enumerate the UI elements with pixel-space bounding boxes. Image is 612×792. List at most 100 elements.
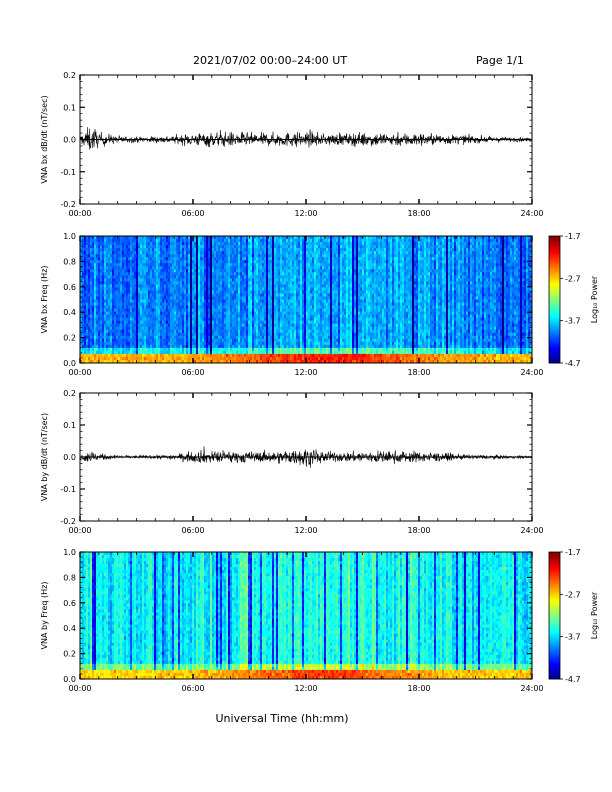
spectrogram-cell (110, 272, 112, 275)
spectrogram-cell (306, 260, 308, 263)
spectrogram-cell (112, 260, 114, 263)
spectrogram-cell (196, 336, 198, 339)
spectrogram-cell (114, 239, 116, 242)
spectrogram-cell (150, 300, 152, 303)
spectrogram-cell (248, 315, 250, 318)
spectrogram-cell (188, 348, 190, 351)
spectrogram-cell (258, 357, 260, 360)
spectrogram-cell (168, 290, 170, 293)
spectrogram-cell (280, 321, 282, 324)
spectrogram-cell (82, 239, 84, 242)
spectrogram-cell (140, 275, 142, 278)
spectrogram-cell (186, 351, 188, 354)
spectrogram-cell (148, 248, 150, 251)
spectrogram-cell (124, 257, 126, 260)
spectrogram-cell (206, 312, 208, 315)
spectrogram-cell (234, 293, 236, 296)
spectrogram-cell (276, 357, 278, 360)
spectrogram-cell (308, 269, 310, 272)
spectrogram-cell (138, 330, 140, 333)
spectrogram-cell (170, 254, 172, 257)
spectrogram-cell (254, 263, 256, 266)
spectrogram-cell (160, 263, 162, 266)
spectrogram-cell (124, 309, 126, 312)
spectrogram-cell (128, 245, 130, 248)
spectrogram-cell (278, 321, 280, 324)
spectrogram-cell (190, 275, 192, 278)
spectrogram-cell (120, 287, 122, 290)
spectrogram-cell (168, 300, 170, 303)
spectrogram-cell (310, 348, 312, 351)
spectrogram-cell (132, 269, 134, 272)
spectrogram-cell (106, 242, 108, 245)
spectrogram-cell (94, 339, 96, 342)
spectrogram-cell (298, 254, 300, 257)
spectrogram-cell (116, 357, 118, 360)
spectrogram-cell (198, 287, 200, 290)
spectrogram-cell (190, 293, 192, 296)
spectrogram-cell (104, 254, 106, 257)
spectrogram-cell (138, 306, 140, 309)
spectrogram-cell (190, 257, 192, 260)
spectrogram-cell (294, 342, 296, 345)
spectrogram-cell (294, 303, 296, 306)
spectrogram-cell (308, 272, 310, 275)
spectrogram-cell (178, 272, 180, 275)
spectrogram-cell (144, 254, 146, 257)
spectrogram-cell (88, 303, 90, 306)
spectrogram-cell (132, 333, 134, 336)
spectrogram-cell (102, 324, 104, 327)
spectrogram-cell (144, 242, 146, 245)
spectrogram-cell (272, 309, 274, 312)
spectrogram-cell (310, 300, 312, 303)
spectrogram-cell (152, 287, 154, 290)
spectrogram-cell (272, 290, 274, 293)
spectrogram-cell (236, 348, 238, 351)
spectrogram-cell (100, 242, 102, 245)
spectrogram-cell (188, 251, 190, 254)
spectrogram-cell (196, 318, 198, 321)
spectrogram-cell (242, 333, 244, 336)
spectrogram-cell (144, 272, 146, 275)
spectrogram-cell (224, 318, 226, 321)
spectrogram-cell (124, 290, 126, 293)
spectrogram-cell (300, 245, 302, 248)
spectrogram-cell (304, 339, 306, 342)
spectrogram-cell (104, 260, 106, 263)
spectrogram-cell (250, 306, 252, 309)
spectrogram-cell (154, 336, 156, 339)
spectrogram-cell (172, 287, 174, 290)
spectrogram-cell (300, 306, 302, 309)
spectrogram-cell (172, 260, 174, 263)
spectrogram-cell (178, 324, 180, 327)
spectrogram-cell (308, 315, 310, 318)
spectrogram-cell (180, 348, 182, 351)
spectrogram-cell (112, 293, 114, 296)
spectrogram-cell (112, 266, 114, 269)
spectrogram-cell (102, 260, 104, 263)
spectrogram-cell (124, 296, 126, 299)
spectrogram-cell (196, 293, 198, 296)
spectrogram-cell (148, 315, 150, 318)
spectrogram-cell (268, 263, 270, 266)
spectrogram-cell (214, 324, 216, 327)
spectrogram-cell (256, 287, 258, 290)
spectrogram-cell (228, 354, 230, 357)
spectrogram-cell (280, 309, 282, 312)
spectrogram-cell (306, 333, 308, 336)
spectrogram-cell (190, 306, 192, 309)
spectrogram-cell (290, 336, 292, 339)
spectrogram-cell (86, 306, 88, 309)
spectrogram-cell (198, 321, 200, 324)
spectrogram-cell (292, 309, 294, 312)
spectrogram-cell (264, 269, 266, 272)
spectrogram-cell (276, 254, 278, 257)
spectrogram-cell (206, 336, 208, 339)
spectrogram-cell (292, 293, 294, 296)
spectrogram-cell (282, 315, 284, 318)
spectrogram-cell (112, 251, 114, 254)
spectrogram-cell (294, 239, 296, 242)
spectrogram-cell (214, 318, 216, 321)
spectrogram-cell (222, 296, 224, 299)
spectrogram-cell (250, 354, 252, 357)
